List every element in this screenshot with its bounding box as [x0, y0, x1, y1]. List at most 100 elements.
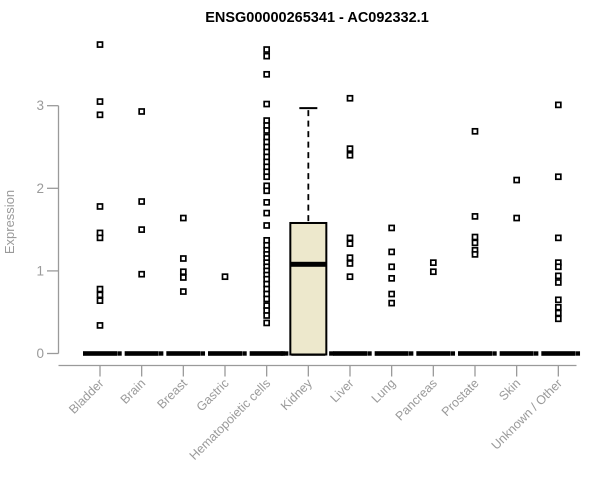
scatter-point: [263, 295, 271, 303]
zero-dash: [249, 351, 284, 356]
scatter-point: [554, 263, 562, 271]
scatter-point: [346, 273, 354, 281]
scatter-point: [388, 274, 396, 282]
zero-dash: [374, 351, 409, 356]
scatter-point: [263, 222, 271, 229]
scatter-point: [263, 173, 271, 181]
scatter-point: [346, 145, 354, 153]
scatter-point: [554, 303, 562, 311]
x-category-label: Skin: [496, 376, 523, 403]
scatter-point: [263, 127, 271, 134]
zero-dash: [332, 351, 367, 356]
zero-dash: [416, 351, 451, 356]
zero-dash: [541, 351, 576, 356]
zero-point: [367, 351, 372, 356]
y-tick-label: 1: [36, 263, 44, 278]
scatter-point: [554, 234, 562, 242]
x-category-label: Liver: [328, 376, 357, 405]
zero-dash: [83, 351, 117, 356]
scatter-point: [263, 70, 271, 78]
scatter-point: [263, 198, 271, 206]
scatter-point: [554, 173, 562, 181]
scatter-point: [554, 309, 562, 317]
zero-point: [200, 351, 206, 356]
scatter-point: [96, 322, 104, 329]
scatter-point: [138, 198, 146, 205]
x-category-label: Breast: [154, 376, 190, 412]
x-category-label: Prostate: [439, 376, 482, 419]
kidney-median-line: [290, 261, 327, 267]
zero-point: [492, 351, 497, 356]
scatter-point: [346, 260, 354, 267]
zero-point: [158, 351, 164, 356]
scatter-point: [554, 315, 562, 323]
scatter-point: [471, 239, 479, 247]
x-category-label: Brain: [118, 376, 149, 407]
scatter-point: [554, 272, 562, 280]
scatter-point: [96, 203, 104, 210]
scatter-point: [263, 312, 271, 319]
x-category-label: Pancreas: [393, 376, 440, 423]
scatter-point: [471, 127, 479, 135]
zero-point: [575, 351, 581, 356]
scatter-point: [554, 296, 562, 304]
scatter-point: [221, 273, 229, 281]
scatter-point: [179, 288, 187, 295]
scatter-point: [179, 268, 187, 276]
scatter-point: [388, 248, 396, 256]
scatter-point: [346, 240, 354, 247]
scatter-point: [96, 297, 104, 304]
zero-point: [280, 351, 286, 356]
scatter-point: [263, 100, 271, 108]
scatter-point: [388, 224, 396, 232]
scatter-point: [429, 268, 437, 276]
scatter-point: [513, 176, 521, 184]
scatter-point: [263, 319, 271, 327]
scatter-point: [179, 214, 187, 222]
scatter-point: [346, 234, 354, 242]
scatter-point: [429, 259, 437, 266]
zero-point: [329, 351, 334, 356]
scatter-point: [346, 254, 354, 262]
scatter-point: [388, 290, 396, 298]
scatter-point: [263, 52, 271, 60]
x-category-label: Lung: [369, 376, 399, 406]
zero-dash: [207, 351, 242, 356]
y-tick-label: 2: [36, 181, 44, 196]
scatter-point: [471, 233, 479, 241]
zero-point: [283, 351, 289, 356]
y-tick-label: 0: [36, 346, 44, 361]
scatter-point: [388, 299, 396, 307]
scatter-point: [96, 98, 104, 105]
zero-point: [533, 351, 539, 356]
scatter-point: [471, 251, 479, 258]
zero-dash: [499, 351, 534, 356]
zero-dash: [124, 351, 159, 356]
scatter-point: [471, 213, 479, 220]
zero-point: [408, 351, 414, 356]
data-marks: [83, 41, 581, 356]
scatter-point: [263, 209, 271, 217]
kidney-box: [289, 221, 328, 356]
scatter-point: [346, 94, 354, 102]
scatter-point: [346, 151, 354, 159]
scatter-point: [96, 285, 104, 293]
x-category-label: Gastric: [194, 376, 232, 414]
scatter-point: [263, 46, 271, 53]
zero-dash: [457, 351, 492, 356]
scatter-point: [96, 111, 104, 119]
scatter-point: [179, 255, 187, 262]
scatter-point: [138, 108, 146, 115]
x-category-label: Unknown / Other: [489, 376, 565, 452]
scatter-point: [138, 226, 146, 233]
scatter-point: [179, 274, 187, 281]
x-category-label: Kidney: [278, 376, 315, 413]
y-tick-label: 3: [36, 98, 44, 113]
zero-point: [242, 351, 247, 356]
x-category-label: Bladder: [66, 376, 106, 416]
zero-point: [450, 351, 456, 356]
scatter-point: [96, 291, 104, 299]
scatter-point: [96, 234, 104, 242]
